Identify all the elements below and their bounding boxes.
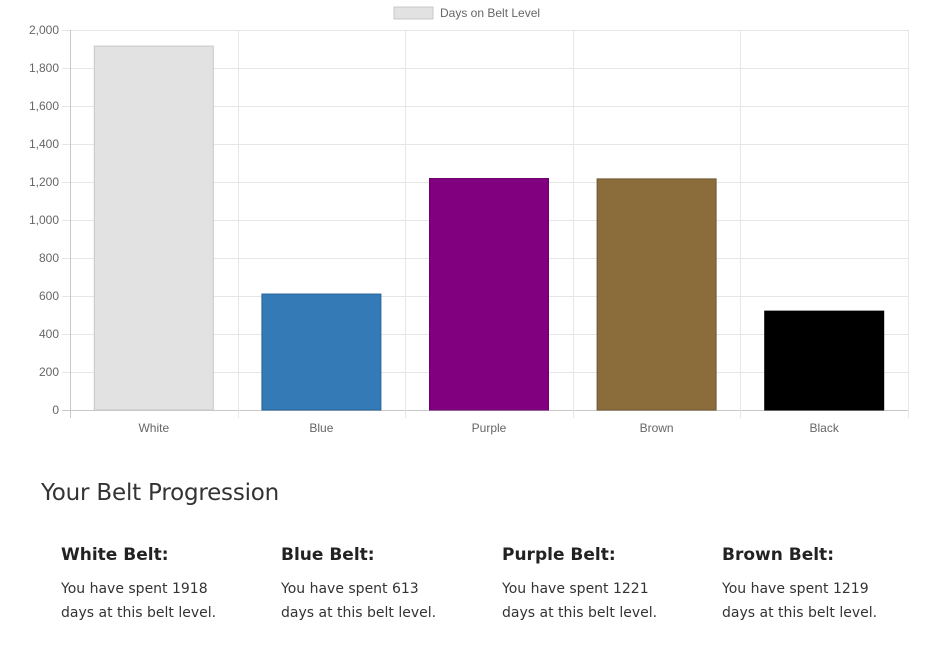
y-tick-label: 2,000 bbox=[29, 23, 59, 37]
y-tick-label: 0 bbox=[52, 403, 59, 417]
belt-card-blue: Blue Belt: You have spent 613 days at th… bbox=[281, 543, 481, 625]
chart-svg: Days on Belt Level 0 200 400 600 800 1,000 1,2… bbox=[29, 6, 909, 435]
belt-list: White Belt: You have spent 1918 days at … bbox=[61, 543, 937, 663]
legend-label[interactable]: Days on Belt Level bbox=[440, 6, 540, 20]
x-tick-label: Purple bbox=[472, 421, 507, 435]
section-title: Your Belt Progression bbox=[41, 480, 280, 506]
y-tick-label: 600 bbox=[39, 289, 59, 303]
belt-description: You have spent 1221 days at this belt le… bbox=[502, 581, 658, 621]
belt-description: You have spent 1219 days at this belt le… bbox=[722, 581, 878, 621]
belt-title: Blue Belt: bbox=[281, 545, 375, 565]
belt-card-brown: Brown Belt: You have spent 1219 days at … bbox=[722, 543, 922, 625]
y-tick-label: 400 bbox=[39, 327, 59, 341]
x-axis: White Blue Purple Brown Black bbox=[138, 421, 839, 435]
y-axis: 0 200 400 600 800 1,000 1,200 1,400 1,600 1,800 2,… bbox=[29, 23, 59, 417]
bar-brown[interactable] bbox=[596, 178, 717, 411]
x-tick-label: Brown bbox=[640, 421, 674, 435]
x-tick-label: Black bbox=[810, 421, 840, 435]
legend-swatch[interactable] bbox=[393, 6, 434, 20]
chart-bars bbox=[93, 45, 885, 411]
x-tick-label: White bbox=[138, 421, 169, 435]
bar-purple[interactable] bbox=[429, 178, 549, 411]
y-tick-label: 1,600 bbox=[29, 99, 59, 113]
belt-card-white: White Belt: You have spent 1918 days at … bbox=[61, 543, 261, 625]
belt-title: White Belt: bbox=[61, 545, 169, 565]
belt-description: You have spent 613 days at this belt lev… bbox=[281, 581, 437, 621]
y-tick-label: 800 bbox=[39, 251, 59, 265]
belt-description: You have spent 1918 days at this belt le… bbox=[61, 581, 217, 621]
belt-progression-section: Your Belt Progression White Belt: You ha… bbox=[41, 480, 921, 621]
bar-white[interactable] bbox=[93, 45, 214, 411]
x-tick-label: Blue bbox=[309, 421, 333, 435]
bar-chart: Days on Belt Level 0 200 400 600 800 1,000 1,2… bbox=[29, 6, 909, 435]
belt-title: Brown Belt: bbox=[722, 545, 834, 565]
y-tick-label: 1,200 bbox=[29, 175, 59, 189]
bar-blue[interactable] bbox=[261, 293, 382, 411]
belt-title: Purple Belt: bbox=[502, 545, 616, 565]
belt-card-purple: Purple Belt: You have spent 1221 days at… bbox=[502, 543, 702, 625]
y-tick-label: 1,800 bbox=[29, 61, 59, 75]
bar-black[interactable] bbox=[764, 310, 885, 411]
y-tick-label: 1,400 bbox=[29, 137, 59, 151]
y-tick-label: 1,000 bbox=[29, 213, 59, 227]
y-tick-label: 200 bbox=[39, 365, 59, 379]
chart-legend[interactable]: Days on Belt Level bbox=[393, 6, 540, 20]
